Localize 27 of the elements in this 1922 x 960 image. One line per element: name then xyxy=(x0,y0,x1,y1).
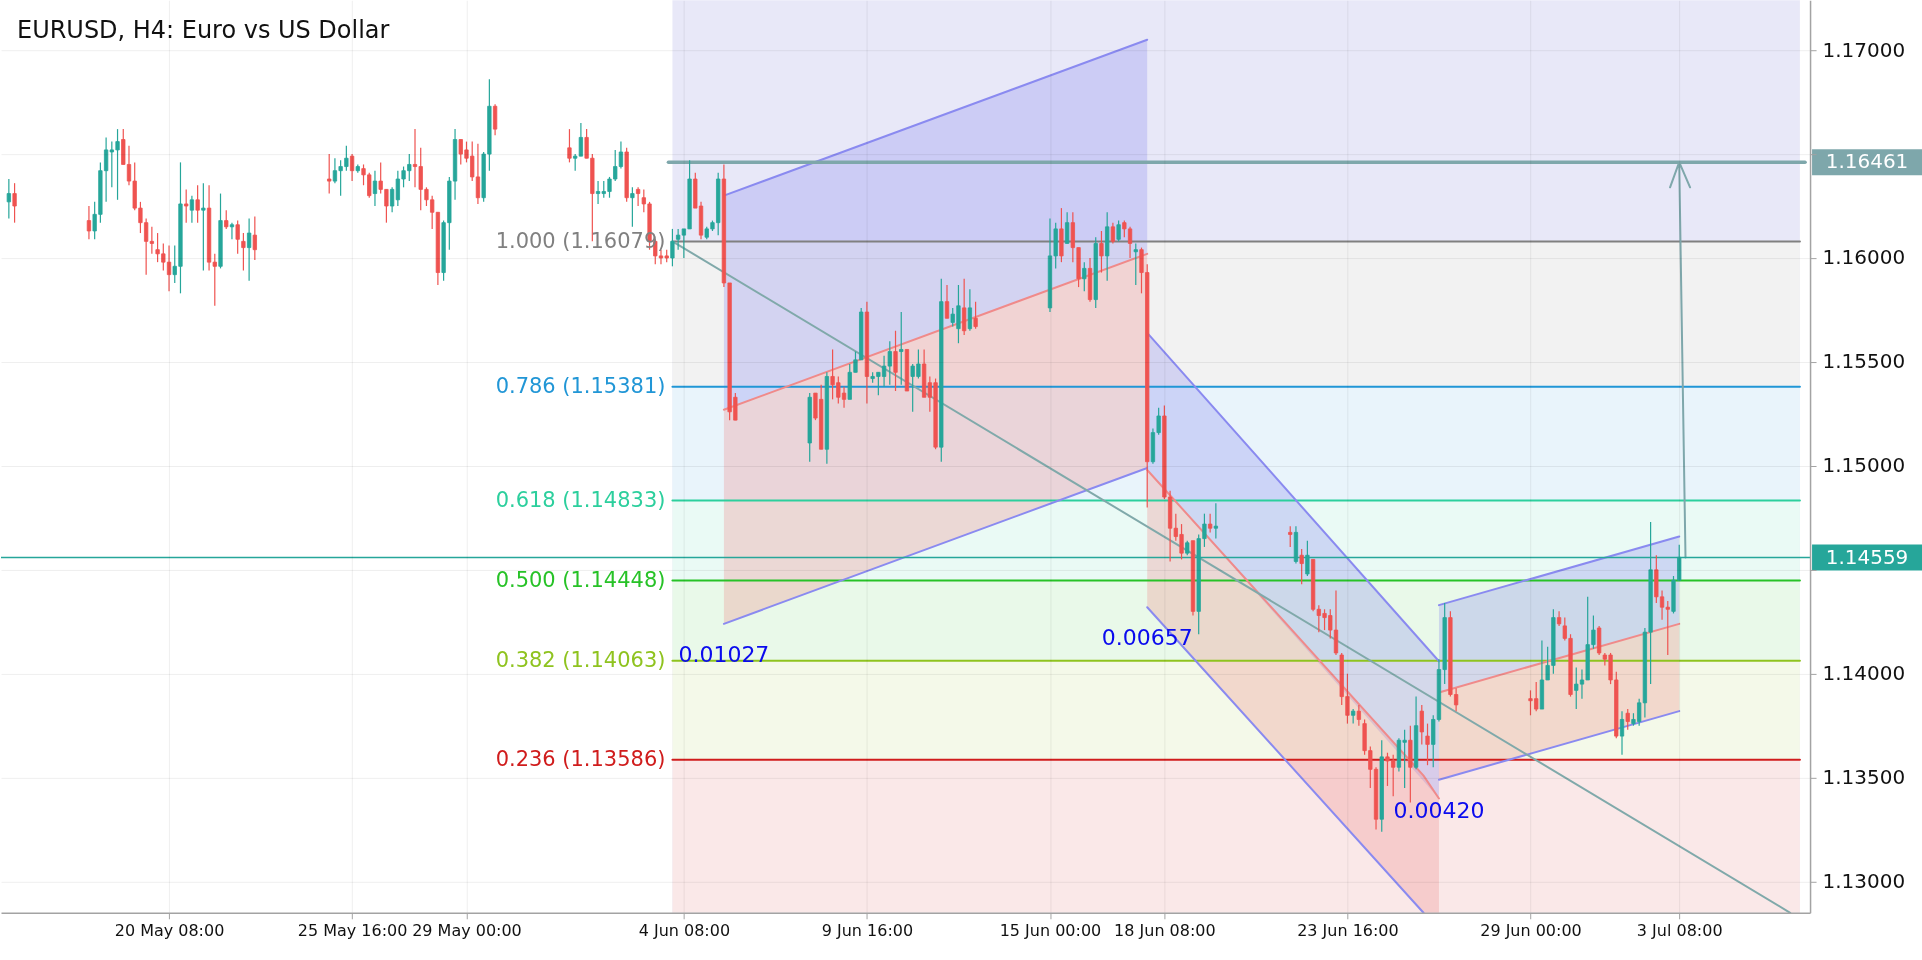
y-tick-label: 1.15500 xyxy=(1822,349,1906,374)
x-tick-label: 15 Jun 00:00 xyxy=(999,921,1102,941)
y-tick-label: 1.14000 xyxy=(1822,661,1906,686)
annotation: 0.00420 xyxy=(1393,797,1485,823)
y-tick-label: 1.15000 xyxy=(1822,453,1906,478)
x-tick-label: 4 Jun 08:00 xyxy=(638,921,731,941)
series-label: 1.16461 xyxy=(1825,149,1909,174)
x-tick-label: 9 Jun 16:00 xyxy=(821,921,914,941)
x-tick-label: 20 May 08:00 xyxy=(114,921,225,941)
y-tick-label: 1.17000 xyxy=(1822,37,1906,62)
x-tick-label: 3 Jul 08:00 xyxy=(1636,921,1723,941)
x-tick-label: 23 Jun 16:00 xyxy=(1297,921,1399,941)
annotation: 0.00657 xyxy=(1101,625,1193,651)
x-tick-label: 18 Jun 08:00 xyxy=(1114,921,1216,941)
series-label: 0.786 (1.15381) xyxy=(495,373,666,398)
y-tick-label: 1.16000 xyxy=(1822,245,1906,270)
x-tick-label: 29 Jun 00:00 xyxy=(1480,921,1582,941)
series-label: 0.382 (1.14063) xyxy=(495,647,666,672)
series-label: 0.618 (1.14833) xyxy=(495,487,666,512)
x-tick-label: 29 May 00:00 xyxy=(412,921,522,941)
y-tick-label: 1.13500 xyxy=(1822,765,1906,790)
ref-line-label: 1.14559 xyxy=(1825,544,1909,569)
x-tick-label: 25 May 16:00 xyxy=(297,921,408,941)
series-label: 0.236 (1.13586) xyxy=(495,746,666,771)
y-tick-label: 1.13000 xyxy=(1822,869,1906,894)
text: EURUSD, H4: Euro vs US Dollar xyxy=(16,16,390,45)
series-label: 0.500 (1.14448) xyxy=(495,567,666,592)
